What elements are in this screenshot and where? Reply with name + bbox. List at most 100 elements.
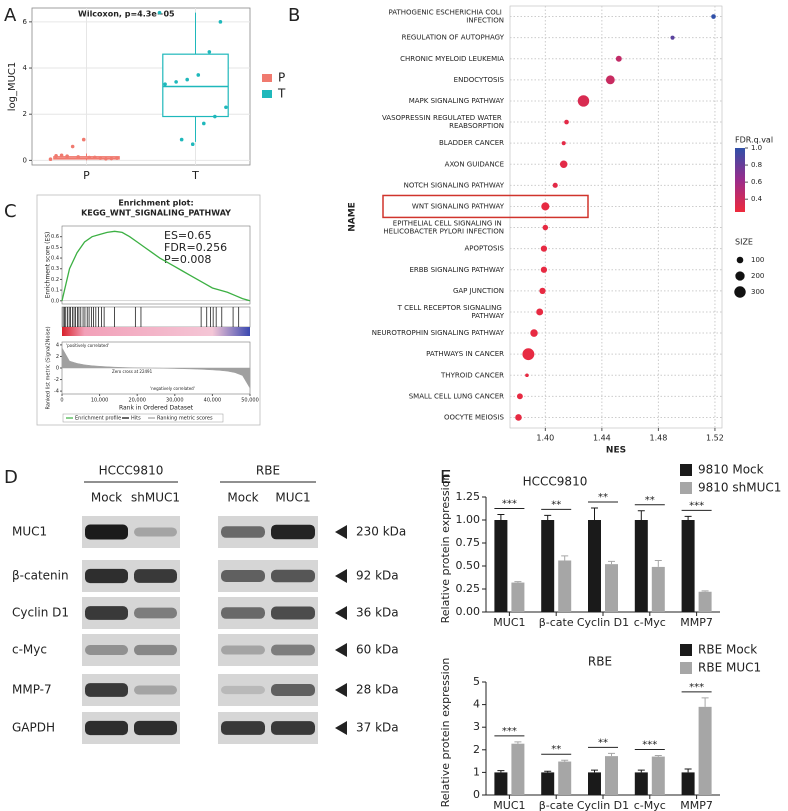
y-axis-label: NAME [348,202,358,232]
error-bar [514,581,522,583]
x-tick-label: c-Myc [634,616,666,629]
dot [559,160,568,169]
chart-subtitle: KEGG_WNT_SIGNALING_PATHWAY [81,209,231,218]
band [271,644,315,656]
dot [540,245,548,252]
error-bar [591,769,598,773]
error-bar [684,768,692,773]
band [85,524,128,540]
y-tick-label: GAP JUNCTION [453,287,504,295]
y-tick-label: 0.2 [51,277,59,283]
size-key [735,271,745,281]
error-bar [514,741,522,744]
legend-frame [62,413,224,423]
data-point [70,144,75,149]
label-line: PATHWAY [471,312,504,320]
band [134,569,177,583]
lane-label: shMUC1 [131,491,180,505]
label-line: EPITHELIAL CELL SIGNALING IN [393,220,504,228]
blot-strip [82,634,180,666]
x-tick-label: MMP7 [680,799,713,811]
bar [634,772,648,795]
note: 'positively correlated' [66,343,109,348]
y-tick-label: THYROID CANCER [440,371,504,379]
error-bar [701,697,709,707]
y2-tick-label: 2 [56,354,59,360]
band [221,526,265,538]
data-point [54,153,58,158]
chart-title: RBE [588,655,612,669]
arrow [335,606,347,620]
blot-strip [218,634,318,666]
color-legend-title: FDR.q.val [735,136,773,145]
lane-label: Mock [91,491,122,505]
arrow [335,683,347,697]
line [61,230,251,302]
y-tick-label: 3 [473,720,480,733]
x-tick-label: 1.52 [706,434,724,443]
band [134,720,177,736]
data-point [224,105,228,110]
size-label: 92 kDa [356,569,399,583]
y-tick-label: PATHOGENIC ESCHERICHIA COLI INFECTION [388,9,504,25]
dot [516,393,523,400]
y-tick-label: AXON GUIDANCE [445,160,504,168]
data-point [87,155,92,160]
x-tick-label: 1.40 [536,434,554,443]
legend-label: P [278,71,285,85]
legend-label: T [277,87,286,101]
x-tick-label: 0 [60,398,63,404]
protein-label: β-catenin [12,569,69,583]
area [61,346,251,390]
note: 'negatively correlated' [150,386,195,391]
legend-label: Hits [131,416,141,422]
dot [515,414,522,421]
data-point [59,153,64,158]
data-point [207,50,212,54]
note: Zero cross at 22491 [112,369,153,374]
panel-letter: B [288,5,300,26]
y-tick-label: APOPTOSIS [465,245,505,253]
es-plot [61,225,251,305]
y-tick-label: ENDOCYTOSIS [454,76,505,84]
error-bar [654,754,662,757]
band [134,607,177,619]
x-tick-label: 1.48 [649,434,667,443]
significance-label: ** [551,499,561,510]
bar [588,520,601,612]
y-tick-label: 4 [23,64,28,72]
bar [681,772,695,795]
protein-label: MMP-7 [12,683,52,697]
band [221,685,265,695]
dot [530,329,538,337]
x-tick-label: MUC1 [493,616,525,629]
y-tick-label: SMALL CELL LUNG CANCER [409,392,504,400]
error-bar [544,514,552,520]
legend-swatch [680,644,692,656]
x-tick-label: T [191,169,199,182]
data-point [104,156,108,161]
bar [681,520,695,612]
band [271,524,315,540]
size-key [734,286,746,298]
label-line: PATHOGENIC ESCHERICHIA COLI [388,9,504,17]
y-tick-label: REGULATION OF AUTOPHAGY [402,34,505,42]
error-bar [497,513,505,520]
y-tick-label: 0.5 [51,245,59,251]
label-line: HELICOBACTER PYLORI INFECTION [383,228,504,236]
legend-label: 9810 Mock [698,463,764,477]
dot [552,182,558,188]
protein-label: Cyclin D1 [12,606,69,620]
x-tick-label: MMP7 [680,616,713,629]
panel-letter: E [440,467,451,488]
panel-letter: C [4,201,17,222]
error-bar [654,559,662,567]
arrow [335,525,347,539]
y-tick-label: 2 [23,110,27,118]
bar [494,520,508,612]
data-point [218,20,223,24]
band [134,527,177,537]
label-line: REABSORPTION [449,122,504,130]
x-tick-label: β-cate [539,799,574,811]
